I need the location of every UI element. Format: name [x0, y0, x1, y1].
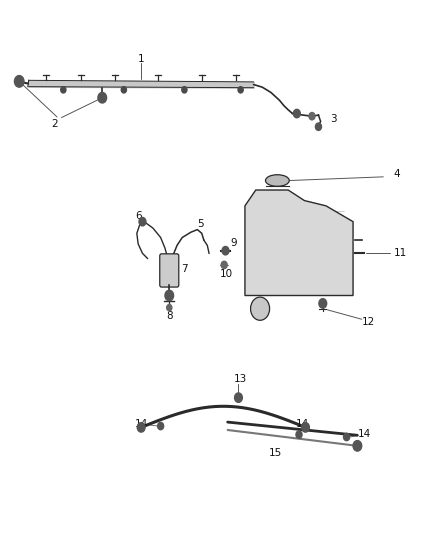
Text: 5: 5 — [197, 219, 204, 229]
Text: 14: 14 — [134, 419, 148, 430]
Text: 10: 10 — [220, 269, 233, 279]
Circle shape — [238, 87, 243, 93]
Text: 14: 14 — [358, 430, 371, 439]
Text: 11: 11 — [394, 248, 407, 259]
Text: 8: 8 — [166, 311, 173, 320]
Text: 9: 9 — [230, 238, 237, 248]
Circle shape — [235, 393, 242, 402]
Circle shape — [343, 433, 350, 441]
Circle shape — [302, 423, 309, 432]
Circle shape — [121, 87, 127, 93]
Circle shape — [221, 261, 227, 269]
Circle shape — [296, 431, 302, 438]
Circle shape — [251, 297, 270, 320]
Circle shape — [158, 422, 164, 430]
Text: 4: 4 — [393, 169, 399, 179]
Text: 3: 3 — [330, 114, 337, 124]
Circle shape — [319, 298, 327, 308]
Text: 2: 2 — [51, 118, 58, 128]
Polygon shape — [245, 190, 353, 295]
Circle shape — [167, 304, 172, 311]
Circle shape — [139, 217, 146, 226]
Text: 13: 13 — [234, 374, 247, 384]
Text: 6: 6 — [135, 212, 141, 221]
Circle shape — [14, 76, 24, 87]
Text: 1: 1 — [138, 54, 145, 64]
Circle shape — [309, 112, 315, 120]
Circle shape — [182, 87, 187, 93]
Circle shape — [315, 123, 321, 131]
Circle shape — [137, 423, 145, 432]
Circle shape — [353, 441, 362, 451]
Circle shape — [98, 92, 106, 103]
Ellipse shape — [265, 175, 289, 187]
Circle shape — [165, 290, 173, 301]
Text: 7: 7 — [181, 264, 188, 274]
Text: 12: 12 — [361, 317, 375, 327]
Circle shape — [61, 87, 66, 93]
FancyBboxPatch shape — [160, 254, 179, 287]
Text: 14: 14 — [296, 419, 309, 429]
Circle shape — [293, 109, 300, 118]
Circle shape — [222, 246, 229, 255]
Text: 15: 15 — [268, 448, 282, 458]
